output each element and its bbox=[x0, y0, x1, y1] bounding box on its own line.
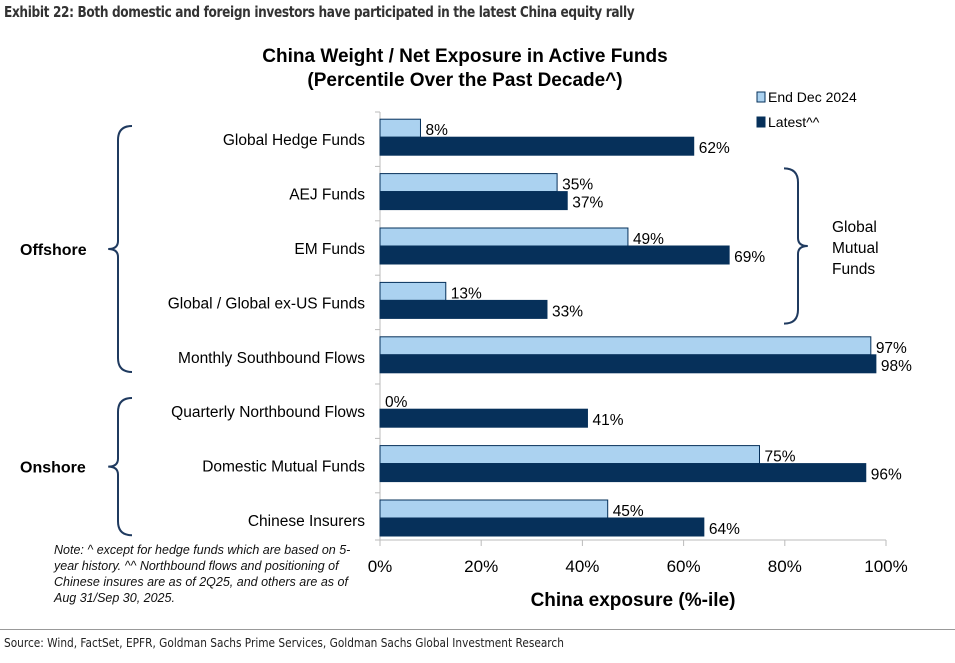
bar-latest bbox=[379, 517, 705, 537]
x-tick-label: 80% bbox=[768, 557, 802, 576]
divider bbox=[0, 629, 955, 630]
bar-end-dec-2024 bbox=[379, 118, 421, 138]
data-label: 45% bbox=[613, 503, 644, 520]
bar-latest bbox=[379, 463, 867, 483]
chart-title: China Weight / Net Exposure in Active Fu… bbox=[262, 46, 667, 67]
data-label: 98% bbox=[881, 358, 912, 375]
bar-latest bbox=[379, 136, 695, 156]
group-label: Offshore bbox=[20, 242, 87, 259]
bar-latest bbox=[379, 191, 568, 211]
chart-title: (Percentile Over the Past Decade^) bbox=[307, 70, 622, 91]
bar-end-dec-2024 bbox=[379, 499, 609, 519]
data-label: 13% bbox=[451, 285, 482, 302]
source-text: Source: Wind, FactSet, EPFR, Goldman Sac… bbox=[4, 636, 564, 650]
data-label: 75% bbox=[765, 449, 796, 466]
data-label: 41% bbox=[592, 412, 623, 429]
data-label: 33% bbox=[552, 303, 583, 320]
bar-end-dec-2024 bbox=[379, 173, 558, 193]
category-label: EM Funds bbox=[294, 241, 365, 258]
bar-end-dec-2024 bbox=[379, 227, 629, 247]
legend-swatch bbox=[756, 91, 766, 103]
right-group-label: Mutual bbox=[832, 240, 879, 257]
category-label: Quarterly Northbound Flows bbox=[171, 404, 365, 421]
legend-label: Latest^^ bbox=[768, 114, 820, 130]
chart-note: Note: ^ except for hedge funds which are… bbox=[54, 543, 351, 605]
right-group-label: Global bbox=[832, 219, 877, 236]
x-tick-label: 100% bbox=[864, 557, 907, 576]
x-tick-label: 0% bbox=[368, 557, 393, 576]
legend-label: End Dec 2024 bbox=[768, 89, 857, 105]
bar-end-dec-2024 bbox=[379, 445, 760, 465]
x-tick-label: 60% bbox=[667, 557, 701, 576]
x-tick-label: 40% bbox=[565, 557, 599, 576]
bar-latest bbox=[379, 299, 548, 319]
bar-latest bbox=[379, 245, 730, 265]
category-label: Chinese Insurers bbox=[248, 513, 365, 530]
category-label: Global / Global ex-US Funds bbox=[168, 295, 366, 312]
data-label: 64% bbox=[709, 521, 740, 538]
category-label: Monthly Southbound Flows bbox=[178, 350, 365, 367]
data-label: 35% bbox=[562, 177, 593, 194]
x-axis-label: China exposure (%-ile) bbox=[531, 590, 736, 611]
exhibit-title: Exhibit 22: Both domestic and foreign in… bbox=[4, 3, 635, 21]
x-tick-label: 20% bbox=[464, 557, 498, 576]
legend-swatch bbox=[756, 116, 766, 128]
right-group-brace bbox=[783, 167, 808, 325]
bar-latest bbox=[379, 354, 877, 374]
group-label: Onshore bbox=[20, 460, 86, 477]
bar-end-dec-2024 bbox=[379, 281, 447, 301]
right-group-label: Funds bbox=[832, 261, 875, 278]
data-label: 49% bbox=[633, 231, 664, 248]
data-label: 96% bbox=[871, 467, 902, 484]
data-label: 69% bbox=[734, 249, 765, 266]
group-brace bbox=[108, 397, 133, 537]
data-label: 8% bbox=[425, 122, 448, 139]
data-label: 0% bbox=[385, 394, 408, 411]
data-label: 62% bbox=[699, 140, 730, 157]
category-label: Domestic Mutual Funds bbox=[202, 459, 365, 476]
bar-end-dec-2024 bbox=[379, 336, 872, 356]
group-brace bbox=[108, 125, 133, 373]
data-label: 37% bbox=[572, 195, 603, 212]
category-label: Global Hedge Funds bbox=[223, 132, 365, 149]
data-label: 97% bbox=[876, 340, 907, 357]
category-label: AEJ Funds bbox=[289, 187, 365, 204]
bar-latest bbox=[379, 408, 588, 428]
